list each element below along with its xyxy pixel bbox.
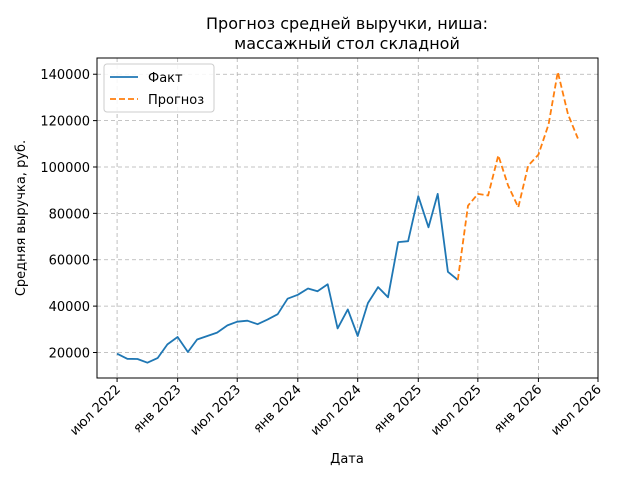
series-line-forecast (456, 71, 579, 281)
y-tick-label: 140000 (40, 68, 90, 83)
y-tick-label: 100000 (40, 161, 90, 176)
y-tick-label: 60000 (49, 254, 90, 269)
chart-title-line-2: массажный стол складной (234, 34, 460, 53)
legend: Факт Прогноз (103, 63, 215, 113)
y-axis: 20000 40000 60000 80000 100000 120000 140000 (40, 68, 97, 361)
plot-frame (96, 57, 599, 379)
y-tick-label: 80000 (49, 207, 90, 222)
y-tick-label: 20000 (49, 346, 90, 361)
y-tick-label: 40000 (49, 300, 90, 315)
legend-label-forecast: Прогноз (148, 93, 204, 108)
legend-box (103, 63, 215, 113)
y-axis-label: Средняя выручка, руб. (14, 140, 29, 296)
chart-title-line-1: Прогноз средней выручки, ниша: (206, 14, 488, 33)
y-tick-label: 120000 (40, 115, 90, 130)
series-line-fact (116, 193, 459, 364)
x-axis-label: Дата (330, 452, 364, 467)
legend-label-fact: Факт (148, 71, 183, 86)
series-layer (116, 71, 579, 364)
